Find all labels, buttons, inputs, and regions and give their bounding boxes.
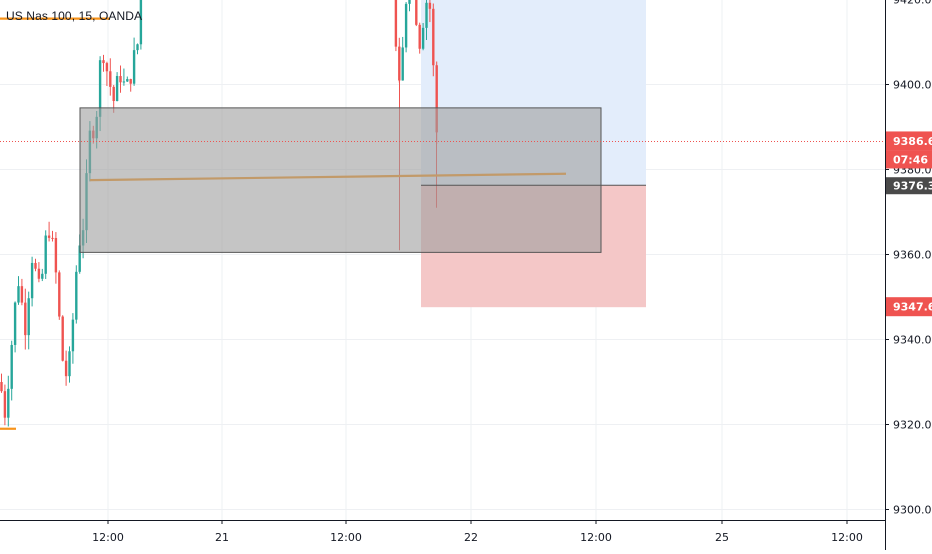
candle-body	[421, 27, 425, 49]
candle-body	[425, 2, 428, 28]
candle-body	[432, 8, 435, 66]
candle-body	[415, 0, 418, 25]
time-axis[interactable]: 12:00 21 12:00 22 12:00 25 12:00	[0, 520, 885, 544]
price-tick-label: 9420.0	[893, 0, 932, 7]
candle-body	[102, 60, 105, 64]
countdown-label-bg	[886, 150, 932, 169]
last-price-label-bg	[886, 131, 932, 151]
candle-body	[394, 0, 398, 47]
price-tick-label: 9340.0	[893, 334, 932, 347]
candle-body	[408, 0, 411, 4]
candle-body	[64, 360, 68, 377]
candle-body	[58, 272, 61, 317]
candle-body	[27, 298, 30, 336]
candle-body	[20, 286, 24, 303]
time-tick-label: 12:00	[580, 531, 612, 544]
stop-price-label-bg	[886, 297, 932, 317]
price-labels: 9386.6 07:46 9376.3 9347.6	[886, 131, 932, 317]
candle-body	[132, 50, 136, 84]
candle-body	[71, 319, 75, 352]
candle-body	[75, 271, 78, 320]
candle-body	[115, 76, 119, 102]
candle-body	[126, 79, 129, 82]
entry-price-label: 9376.3	[893, 180, 932, 193]
candle-body	[30, 262, 34, 299]
candle-body	[136, 44, 139, 51]
stop-price-label: 9347.6	[893, 301, 932, 314]
candle-body	[119, 76, 122, 83]
price-axis[interactable]: 9300.09320.09340.09360.09380.09400.09420…	[885, 0, 932, 550]
time-tick-label: 25	[715, 531, 729, 544]
entry-price-label-bg	[886, 177, 932, 195]
candle-body	[122, 81, 126, 83]
candle-body	[428, 2, 432, 9]
candle-body	[37, 268, 41, 279]
candle-body	[41, 273, 44, 279]
price-tick-label: 9360.0	[893, 249, 932, 262]
candle-body	[109, 71, 112, 87]
candle-body	[3, 391, 7, 418]
last-price-label: 9386.6	[893, 135, 932, 148]
time-tick-label: 22	[464, 531, 478, 544]
time-tick-label: 12:00	[831, 531, 863, 544]
candle-body	[98, 60, 102, 117]
price-tick-label: 9300.0	[893, 504, 932, 517]
candle-body	[418, 24, 421, 49]
candle-body	[401, 47, 404, 81]
candle-body	[139, 0, 143, 45]
demand-zone	[79, 107, 602, 253]
candle-body	[17, 286, 20, 303]
time-tick-label: 12:00	[92, 531, 124, 544]
candle-body	[7, 388, 10, 418]
candle-body	[51, 237, 54, 239]
countdown-label: 07:46	[893, 153, 928, 166]
candle-body	[0, 382, 3, 392]
price-tick-label: 9400.0	[893, 79, 932, 92]
candle-body	[61, 316, 64, 361]
candle-body	[78, 245, 81, 272]
candle-body	[44, 235, 47, 274]
candle-body	[34, 262, 37, 269]
time-tick-label: 21	[215, 531, 229, 544]
candle-body	[13, 302, 17, 345]
candle-body	[129, 79, 132, 84]
candle-body	[404, 3, 408, 48]
candle-body	[54, 238, 58, 273]
candle-body	[47, 235, 51, 238]
symbol-title: US Nas 100, 15, OANDA	[6, 9, 143, 23]
candle-body	[68, 351, 71, 377]
price-tick-label: 9320.0	[893, 419, 932, 432]
candle-body	[435, 65, 438, 133]
candle-body	[112, 86, 115, 102]
candle-body	[24, 302, 27, 336]
overlay	[0, 107, 885, 253]
candle-body	[105, 63, 109, 72]
candle-body	[10, 344, 13, 389]
time-tick-label: 12:00	[330, 531, 362, 544]
